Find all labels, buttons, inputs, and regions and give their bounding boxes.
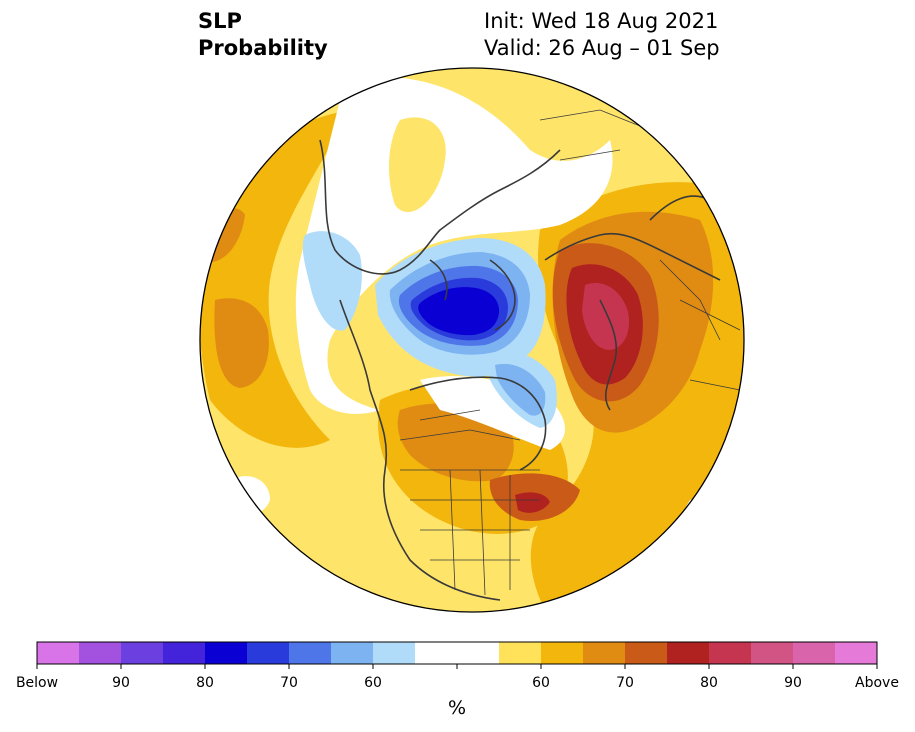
colorbar-tick-label: 90 — [112, 675, 130, 691]
colorbar-tick-label: 90 — [784, 675, 802, 691]
colorbar-swatch — [331, 642, 374, 664]
colorbar-swatch — [373, 642, 416, 664]
colorbar-swatch — [37, 642, 80, 664]
colorbar-tick-label: 70 — [280, 675, 298, 691]
colorbar-swatch — [667, 642, 710, 664]
colorbar-tick-label: 60 — [532, 675, 550, 691]
colorbar-swatch — [121, 642, 164, 664]
colorbar — [36, 641, 878, 669]
valid-date: Valid: 26 Aug – 01 Sep — [484, 36, 720, 60]
colorbar-swatch — [709, 642, 752, 664]
colorbar-swatch — [751, 642, 794, 664]
above-normal-west-core — [214, 298, 269, 388]
colorbar-swatch — [289, 642, 332, 664]
above-normal-northeast-core — [515, 492, 550, 513]
map-boundary — [199, 67, 745, 613]
polar-map-disc — [200, 68, 744, 612]
above-normal-greenland-sea — [388, 117, 446, 213]
colorbar-swatch — [625, 642, 668, 664]
below-normal-alaska — [302, 231, 362, 331]
colorbar-swatch — [247, 642, 290, 664]
political-borders — [399, 109, 741, 596]
title-metric: Probability — [198, 36, 328, 60]
below-normal-core — [418, 287, 500, 336]
colorbar-tick-label: 70 — [616, 675, 634, 691]
title-variable: SLP — [198, 9, 242, 33]
colorbar-swatch — [79, 642, 122, 664]
forecast-dates: Init: Wed 18 Aug 2021 Valid: 26 Aug – 01… — [484, 8, 720, 62]
below-normal-baffin-core — [495, 363, 546, 416]
colorbar-unit: % — [447, 697, 467, 719]
colorbar-swatch — [205, 642, 248, 664]
above-normal-core — [582, 283, 630, 350]
colorbar-swatch — [457, 642, 500, 664]
colorbar-tick-label: 80 — [700, 675, 718, 691]
colorbar-swatch — [499, 642, 542, 664]
colorbar-tick-label: Above — [855, 675, 899, 691]
colorbar-tick-label: Below — [15, 675, 59, 691]
neutral-atlantic — [675, 496, 744, 590]
colorbar-swatch — [793, 642, 836, 664]
colorbar-swatch — [163, 642, 206, 664]
neutral-arctic — [295, 76, 613, 414]
colorbar-tick-label: 60 — [364, 675, 382, 691]
colorbar-tick-label: 80 — [196, 675, 214, 691]
map-title: SLP Probability — [198, 8, 328, 62]
colorbar-swatch — [415, 642, 458, 664]
colorbar-swatch — [541, 642, 584, 664]
init-date: Init: Wed 18 Aug 2021 — [484, 9, 719, 33]
colorbar-swatch — [835, 642, 878, 664]
colorbar-swatch — [583, 642, 626, 664]
